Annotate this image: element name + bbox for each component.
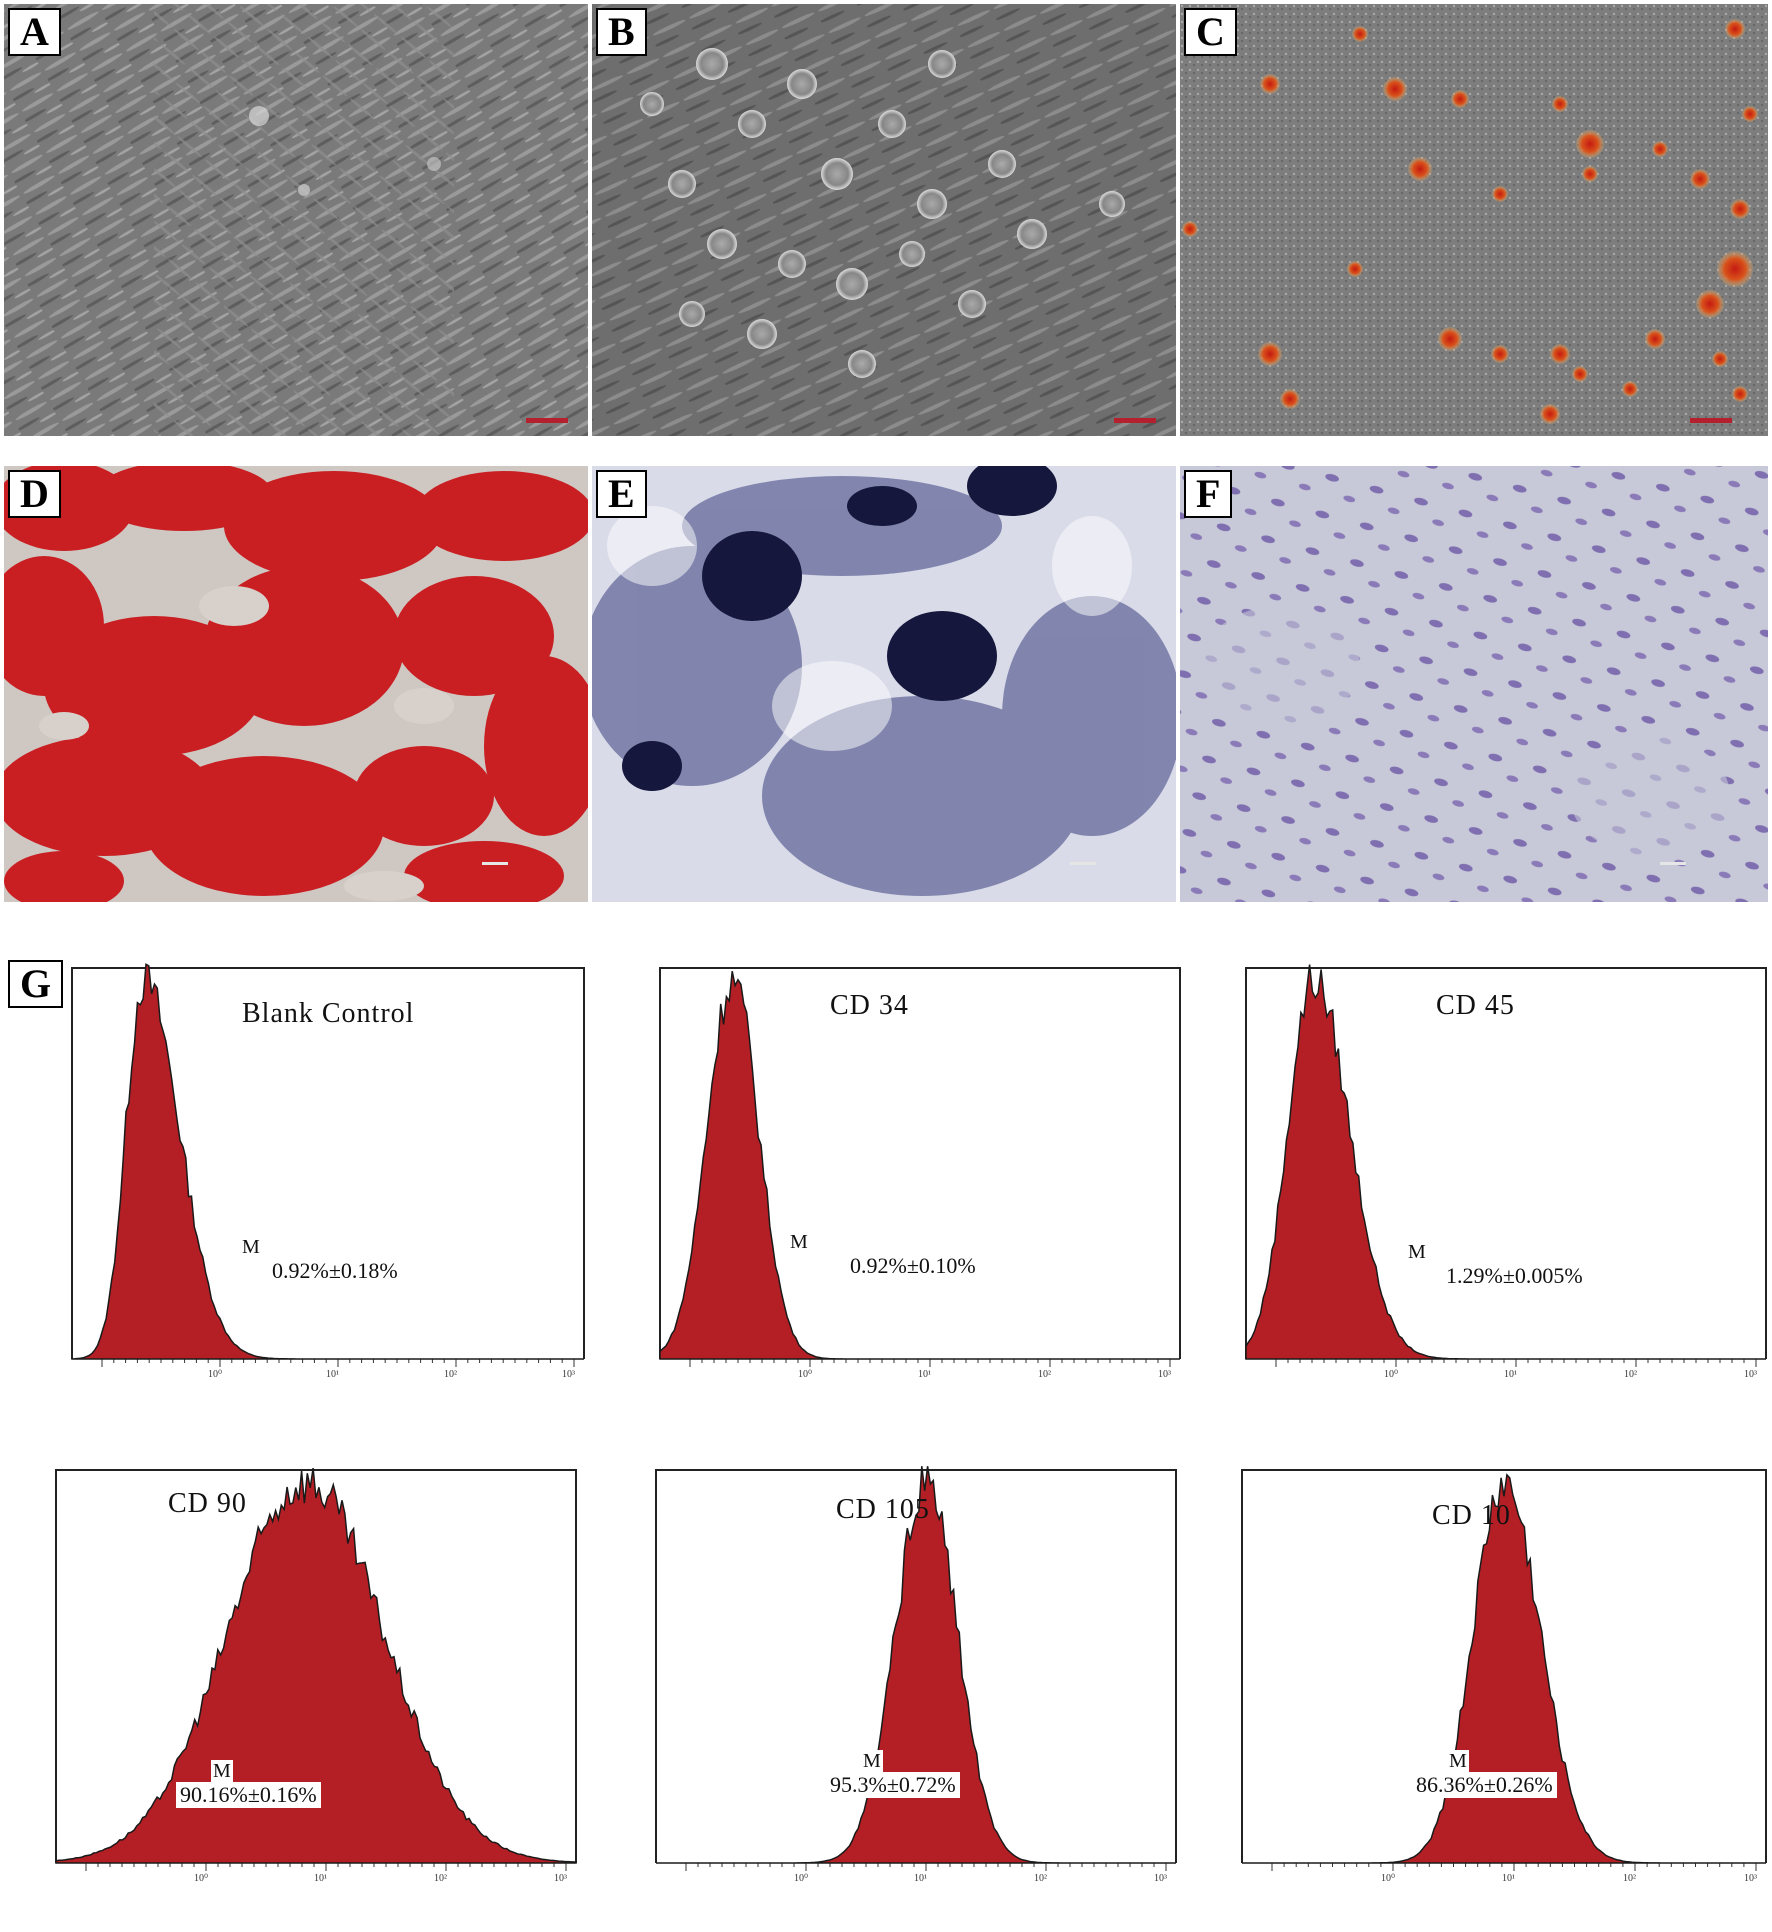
histogram-distribution xyxy=(656,1466,1176,1864)
panel-a: A xyxy=(4,4,588,436)
histogram-distribution xyxy=(1245,964,1766,1360)
histogram-plot xyxy=(655,1466,1177,1871)
histogram-title: CD 105 xyxy=(836,1494,930,1525)
axis-tick-label: 10¹ xyxy=(1502,1873,1515,1884)
micrograph-c xyxy=(1180,4,1768,436)
scale-bar-b xyxy=(1114,418,1156,423)
histogram-axis xyxy=(660,1358,1180,1367)
histogram-title: CD 10 xyxy=(1432,1500,1511,1531)
axis-tick-label: 10³ xyxy=(1744,1873,1757,1884)
axis-tick-label: 10⁰ xyxy=(1381,1873,1396,1884)
histogram-axis xyxy=(56,1862,576,1871)
axis-tick-label: 10¹ xyxy=(314,1873,327,1884)
histogram-title: CD 45 xyxy=(1436,990,1515,1021)
histogram-percentage: 1.29%±0.005% xyxy=(1446,1263,1583,1288)
axis-tick-label: 10³ xyxy=(554,1873,567,1884)
histogram-percentage: 86.36%±0.26% xyxy=(1412,1772,1557,1798)
histogram-2: 10⁰ 10¹ 10² 10³ CD 34 M 0.92%±0.10% xyxy=(659,967,1181,1384)
histogram-plot xyxy=(1241,1469,1767,1871)
histogram-axis xyxy=(1246,1358,1766,1367)
scale-bar-d xyxy=(482,862,508,865)
axis-tick-label: 10³ xyxy=(1154,1873,1167,1884)
histogram-frame xyxy=(1241,1469,1767,1863)
histogram-title: CD 90 xyxy=(168,1488,247,1519)
histogram-axis xyxy=(1242,1862,1766,1871)
panel-b: B xyxy=(592,4,1176,436)
axis-tick-label: 10⁰ xyxy=(208,1369,223,1380)
histogram-frame xyxy=(655,1469,1177,1863)
histogram-plot xyxy=(55,1467,577,1871)
histogram-plot xyxy=(1245,964,1767,1367)
panel-d: D xyxy=(4,466,588,902)
axis-tick-label: 10¹ xyxy=(1504,1369,1517,1380)
axis-tick-label: 10² xyxy=(1624,1369,1637,1380)
micrograph-b xyxy=(592,4,1176,436)
micrograph-a xyxy=(4,4,588,436)
axis-tick-label: 10² xyxy=(444,1369,457,1380)
panel-label-f: F xyxy=(1184,470,1233,518)
panel-label-g: G xyxy=(8,960,64,1008)
histogram-plot xyxy=(659,967,1181,1367)
histogram-gate-marker: M xyxy=(1408,1241,1426,1263)
histogram-gate-marker: M xyxy=(790,1231,808,1253)
histogram-title: Blank Control xyxy=(242,998,415,1029)
panel-c: C xyxy=(1180,4,1768,436)
micrograph-e xyxy=(592,466,1176,902)
histogram-4: 10⁰ 10¹ 10² 10³ CD 90 M 90.16%±0.16% xyxy=(55,1467,577,1888)
scale-bar-c xyxy=(1690,418,1732,423)
histogram-distribution xyxy=(71,963,584,1360)
panel-label-d: D xyxy=(8,470,61,518)
histogram-percentage: 0.92%±0.10% xyxy=(850,1253,976,1278)
histogram-frame xyxy=(55,1469,577,1863)
micrograph-d xyxy=(4,466,588,902)
axis-tick-label: 10² xyxy=(1038,1369,1051,1380)
axis-tick-label: 10¹ xyxy=(918,1369,931,1380)
axis-tick-label: 10¹ xyxy=(914,1873,927,1884)
histogram-percentage: 90.16%±0.16% xyxy=(176,1782,321,1808)
axis-tick-label: 10⁰ xyxy=(798,1369,813,1380)
histogram-frame xyxy=(71,967,585,1359)
histogram-gate-marker: M xyxy=(242,1236,260,1258)
histogram-frame xyxy=(1245,967,1767,1359)
panel-f: F xyxy=(1180,466,1768,902)
axis-tick-label: 10³ xyxy=(1744,1369,1757,1380)
axis-tick-label: 10¹ xyxy=(326,1369,339,1380)
panel-label-c: C xyxy=(1184,8,1237,56)
panel-label-b: B xyxy=(596,8,647,56)
histogram-percentage: 95.3%±0.72% xyxy=(826,1772,960,1798)
axis-tick-label: 10⁰ xyxy=(194,1873,209,1884)
scale-bar-f xyxy=(1660,862,1686,865)
axis-tick-label: 10² xyxy=(434,1873,447,1884)
axis-tick-label: 10² xyxy=(1034,1873,1047,1884)
histogram-frame xyxy=(659,967,1181,1359)
histogram-axis xyxy=(656,1862,1176,1871)
histogram-1: 10⁰ 10¹ 10² 10³ Blank Control M 0.92%±0.18% xyxy=(71,963,585,1384)
panel-label-e: E xyxy=(596,470,647,518)
histogram-gate-marker: M xyxy=(211,1760,233,1783)
axis-tick-label: 10³ xyxy=(1158,1369,1171,1380)
histogram-6: 10⁰ 10¹ 10² 10³ CD 10 M 86.36%±0.26% xyxy=(1241,1469,1767,1888)
axis-tick-label: 10³ xyxy=(562,1369,575,1380)
scale-bar-a xyxy=(526,418,568,423)
panel-e: E xyxy=(592,466,1176,902)
histogram-distribution xyxy=(55,1467,577,1864)
histogram-gate-marker: M xyxy=(861,1750,883,1773)
histogram-distribution xyxy=(659,971,1180,1360)
axis-tick-label: 10² xyxy=(1623,1873,1636,1884)
histogram-plot xyxy=(71,963,585,1367)
panel-label-a: A xyxy=(8,8,61,56)
histogram-distribution xyxy=(1242,1473,1766,1864)
histogram-axis xyxy=(72,1358,584,1367)
scale-bar-e xyxy=(1070,862,1096,865)
axis-tick-label: 10⁰ xyxy=(1384,1369,1399,1380)
histogram-gate-marker: M xyxy=(1447,1750,1469,1773)
micrograph-f xyxy=(1180,466,1768,902)
histogram-3: 10⁰ 10¹ 10² 10³ CD 45 M 1.29%±0.005% xyxy=(1245,964,1767,1384)
axis-tick-label: 10⁰ xyxy=(794,1873,809,1884)
histogram-5: 10⁰ 10¹ 10² 10³ CD 105 M 95.3%±0.72% xyxy=(655,1466,1177,1888)
histogram-percentage: 0.92%±0.18% xyxy=(272,1258,398,1283)
histogram-title: CD 34 xyxy=(830,990,909,1021)
